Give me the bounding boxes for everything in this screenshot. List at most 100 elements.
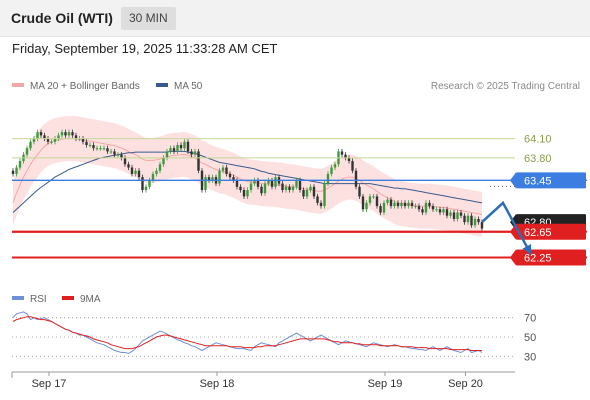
candle-body xyxy=(106,148,109,152)
candle-body xyxy=(127,164,130,168)
candle xyxy=(165,148,169,161)
candle-body xyxy=(172,148,176,152)
candle-body xyxy=(260,186,263,194)
candle-body xyxy=(50,141,53,143)
candle xyxy=(242,187,246,199)
candle xyxy=(228,171,232,180)
candle-body xyxy=(179,145,183,149)
candle xyxy=(221,164,225,174)
candle xyxy=(11,168,15,177)
candle-body xyxy=(421,209,424,213)
candle xyxy=(347,155,351,164)
candle-body xyxy=(389,199,393,207)
candle-body xyxy=(57,135,60,139)
candle-body xyxy=(130,167,134,174)
candle xyxy=(109,148,113,154)
credit-text: Research © 2025 Trading Central xyxy=(430,81,580,92)
candle-body xyxy=(417,206,421,210)
candle xyxy=(211,174,214,183)
candle xyxy=(64,129,67,138)
candle xyxy=(270,177,274,190)
candle xyxy=(400,200,403,209)
candle-body xyxy=(470,215,473,226)
candle xyxy=(53,136,57,145)
candle-body xyxy=(459,212,463,216)
candle-body xyxy=(29,141,32,149)
candle xyxy=(57,132,60,142)
candle-body xyxy=(256,180,260,187)
candle-body xyxy=(109,151,113,153)
level-tag-text-63.45: 63.45 xyxy=(524,175,552,187)
level-tag-63.45 xyxy=(516,172,586,189)
candle xyxy=(473,216,477,228)
candle xyxy=(74,132,78,142)
candle xyxy=(172,145,176,154)
candle xyxy=(393,200,396,209)
candle-body xyxy=(137,170,141,178)
candle-body xyxy=(204,177,207,190)
rsi-ma-line xyxy=(12,316,482,351)
candle xyxy=(15,164,18,177)
candle xyxy=(71,129,74,138)
candle xyxy=(305,187,309,199)
candle xyxy=(102,145,106,151)
timeframe-badge[interactable]: 30 MIN xyxy=(121,7,176,30)
candle-body xyxy=(375,196,379,207)
candle-body xyxy=(473,218,477,226)
candle-body xyxy=(382,202,386,213)
candle-body xyxy=(71,132,74,136)
candle-body xyxy=(92,145,95,149)
candle-body xyxy=(81,138,85,142)
ma50-label: MA 50 xyxy=(174,81,203,92)
instrument-title: Crude Oil (WTI) xyxy=(11,10,113,26)
candle-body xyxy=(316,196,319,203)
candle-body xyxy=(365,202,368,210)
candle-body xyxy=(165,151,169,158)
level-label-63.80: 63.80 xyxy=(524,153,552,165)
candle xyxy=(354,168,358,190)
candle-body xyxy=(39,132,43,136)
candle-body xyxy=(218,170,221,184)
candle-body xyxy=(232,177,235,181)
candle xyxy=(144,184,148,193)
candle-body xyxy=(330,167,333,174)
candle-body xyxy=(176,145,179,152)
candle xyxy=(130,164,134,177)
candle-body xyxy=(386,199,389,203)
forecast-arrow xyxy=(481,200,533,255)
candle xyxy=(197,148,200,174)
candle xyxy=(186,139,190,154)
candle-body xyxy=(144,186,148,190)
candle xyxy=(190,148,193,158)
candle-body xyxy=(64,132,67,136)
candle xyxy=(141,174,144,193)
candle-body xyxy=(113,151,116,155)
x-tick-label: Sep 18 xyxy=(200,378,235,390)
candle xyxy=(267,177,270,187)
candle xyxy=(456,209,459,222)
candle-body xyxy=(197,151,200,171)
candle-body xyxy=(424,202,428,213)
candle-body xyxy=(25,148,29,155)
candle xyxy=(179,142,183,151)
candle-body xyxy=(295,180,298,187)
candle xyxy=(333,161,337,171)
candle-body xyxy=(274,177,277,187)
candle-body xyxy=(400,202,403,207)
candle xyxy=(253,177,256,187)
candle-body xyxy=(239,186,242,190)
candle-body xyxy=(396,202,400,207)
candle xyxy=(260,184,263,196)
candle xyxy=(344,152,347,161)
candle-body xyxy=(368,196,372,203)
candle xyxy=(183,139,186,151)
candle-body xyxy=(183,141,186,149)
candle xyxy=(463,213,466,225)
candle xyxy=(424,200,428,216)
candle-body xyxy=(11,170,15,174)
candle xyxy=(99,145,102,151)
candle-body xyxy=(221,167,225,171)
candle xyxy=(25,145,29,158)
candle xyxy=(39,129,43,138)
